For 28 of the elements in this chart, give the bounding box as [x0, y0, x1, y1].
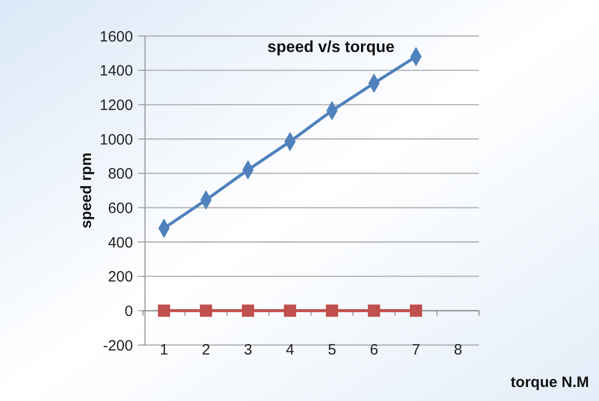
point — [368, 304, 380, 317]
point — [200, 304, 212, 317]
x-tick-label: 8 — [454, 341, 462, 358]
y-axis-title: speed rpm — [78, 152, 95, 228]
y-tick-label: 600 — [108, 200, 133, 217]
x-tick-label: 3 — [244, 341, 252, 358]
point — [410, 304, 422, 317]
y-tick-label: 1200 — [100, 96, 133, 114]
x-tick-label: 5 — [328, 341, 336, 358]
x-tick-label: 6 — [370, 341, 378, 358]
y-tick-label: 200 — [108, 268, 133, 286]
y-tick-label: 800 — [108, 166, 133, 183]
point — [284, 304, 296, 317]
y-tick-label: 1400 — [100, 62, 133, 80]
x-tick-label: 7 — [412, 341, 420, 358]
point — [158, 304, 170, 317]
x-tick-label: 2 — [202, 341, 210, 358]
y-tick-label: 0 — [124, 302, 133, 320]
y-tick-label: 1000 — [100, 131, 133, 148]
y-tick-label: -200 — [102, 337, 133, 354]
x-tick-label: 4 — [286, 341, 294, 358]
y-tick-label: 1600 — [100, 28, 133, 46]
point — [242, 304, 254, 317]
x-tick-label: 1 — [160, 341, 168, 358]
y-tick-label: 400 — [108, 234, 133, 252]
x-axis-title: torque N.M — [510, 374, 589, 391]
chart-title: speed v/s torque — [267, 39, 395, 56]
point — [326, 304, 338, 317]
